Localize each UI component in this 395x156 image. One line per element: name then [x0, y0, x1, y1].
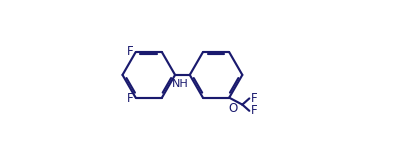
Text: F: F — [251, 92, 258, 105]
Text: F: F — [127, 45, 134, 58]
Text: F: F — [127, 92, 134, 105]
Text: F: F — [251, 104, 258, 117]
Text: NH: NH — [172, 79, 189, 89]
Text: O: O — [229, 102, 238, 115]
